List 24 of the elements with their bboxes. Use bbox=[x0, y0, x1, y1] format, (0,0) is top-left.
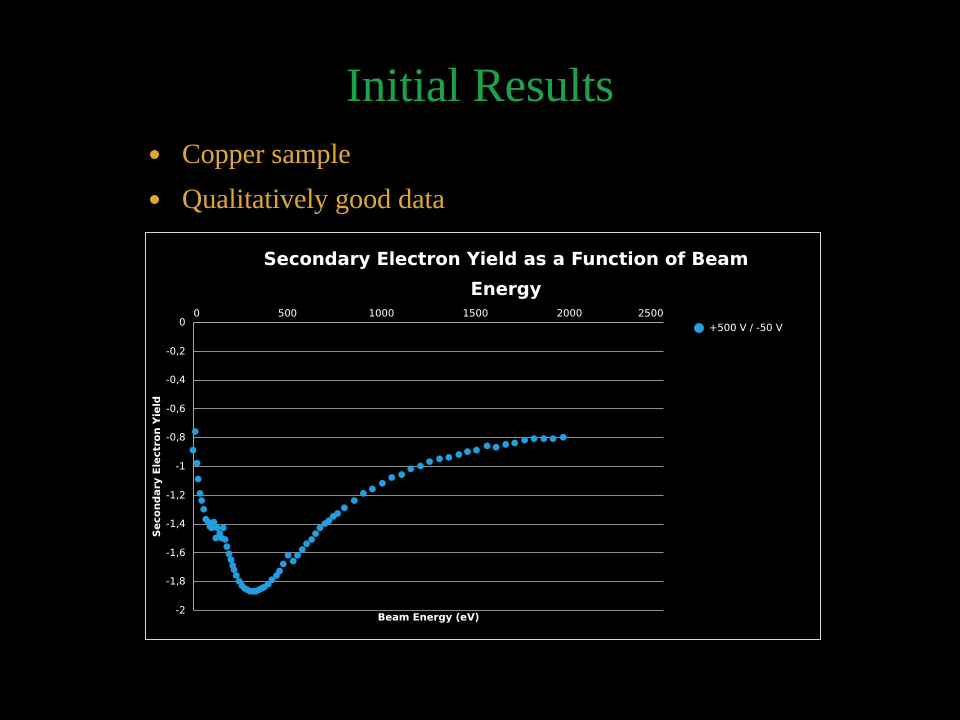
text: Copper sample bbox=[182, 139, 351, 170]
x-tick-label: 2000 bbox=[556, 308, 582, 320]
y-tick-label: -0,8 bbox=[166, 432, 186, 444]
y-tick-label: -2 bbox=[176, 606, 186, 616]
x-tick-label: 2500 bbox=[638, 308, 664, 320]
y-tick-label: -1,2 bbox=[166, 490, 186, 502]
y-axis-title: Secondary Electron Yield bbox=[152, 396, 163, 537]
y-tick-label: 0 bbox=[179, 318, 186, 328]
y-tick-label: -1 bbox=[176, 462, 186, 472]
y-tick-label: -1,6 bbox=[166, 548, 186, 559]
chart-subtitle: Secondary Electron Yield as a Function of Beam Energy bbox=[262, 248, 750, 302]
text: Qualitatively good data bbox=[182, 184, 445, 215]
y-tick-label: -1,4 bbox=[166, 519, 186, 530]
y-tick-label: -0,6 bbox=[166, 404, 186, 415]
x-tick-label: 1000 bbox=[368, 308, 394, 320]
x-tick-label: 1500 bbox=[462, 308, 488, 320]
y-tick-label: -0,2 bbox=[166, 346, 186, 358]
x-axis-title: Beam Energy (eV) bbox=[378, 612, 480, 624]
chart-title: Initial Results bbox=[345, 58, 615, 113]
y-tick-label: -1,8 bbox=[166, 576, 186, 588]
x-tick-label: 500 bbox=[278, 308, 298, 320]
legend-label: +500 V / -50 V bbox=[709, 323, 783, 334]
x-tick-label: 0 bbox=[194, 308, 200, 320]
y-tick-label: -0,4 bbox=[166, 375, 186, 386]
